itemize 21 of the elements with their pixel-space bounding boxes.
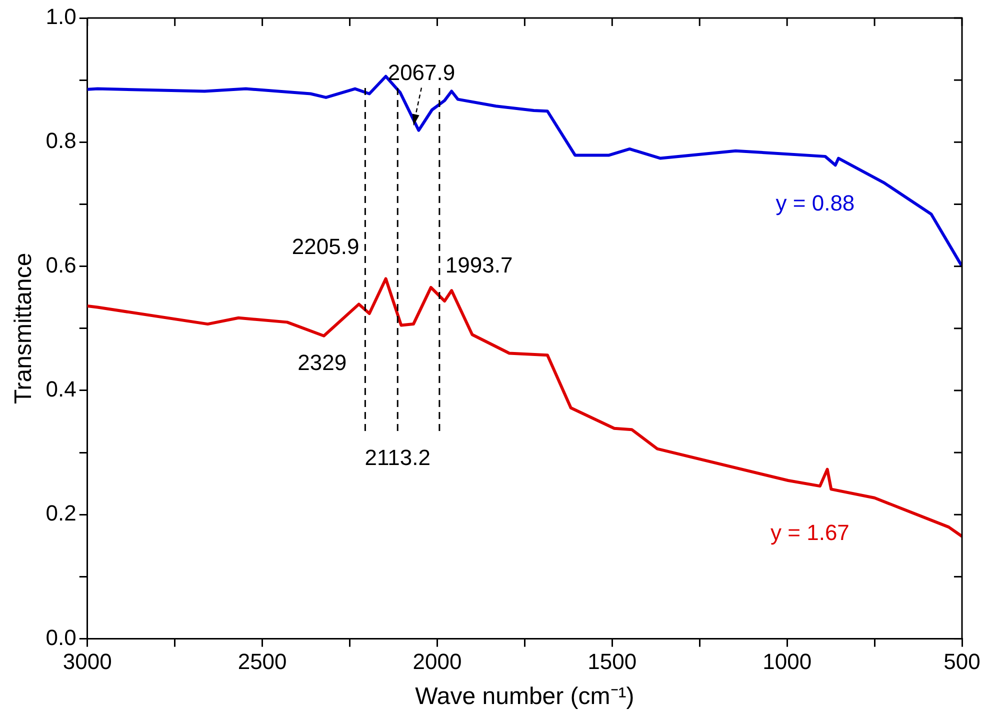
ref-line-label: 2205.9	[292, 234, 360, 259]
y-tick-label: 0.6	[46, 252, 76, 278]
y-tick-label: 0.4	[46, 376, 76, 402]
x-tick-label: 2000	[412, 649, 462, 674]
y-tick-label: 0.0	[46, 624, 76, 650]
ref-line-label: 2113.2	[364, 444, 430, 470]
series-label: y = 0.88	[776, 190, 855, 216]
x-tick-label: 1500	[588, 649, 637, 674]
y-axis-title: Transmittance	[10, 252, 38, 404]
y-tick-label: 0.2	[46, 500, 76, 526]
ref-line-label: 1993.7	[445, 252, 513, 278]
series-label: y = 1.67	[770, 520, 850, 546]
y-tick-label: 0.8	[46, 128, 76, 154]
x-tick-label: 3000	[62, 649, 112, 674]
annotation: 2329	[298, 350, 347, 375]
x-tick-label: 500	[944, 649, 980, 674]
y-tick-label: 1.0	[46, 4, 76, 30]
x-tick-label: 2500	[238, 649, 287, 674]
annotation: 2067.9	[388, 60, 456, 85]
x-axis-title: Wave number (cm⁻¹)	[415, 683, 634, 710]
x-tick-label: 1000	[762, 649, 812, 674]
